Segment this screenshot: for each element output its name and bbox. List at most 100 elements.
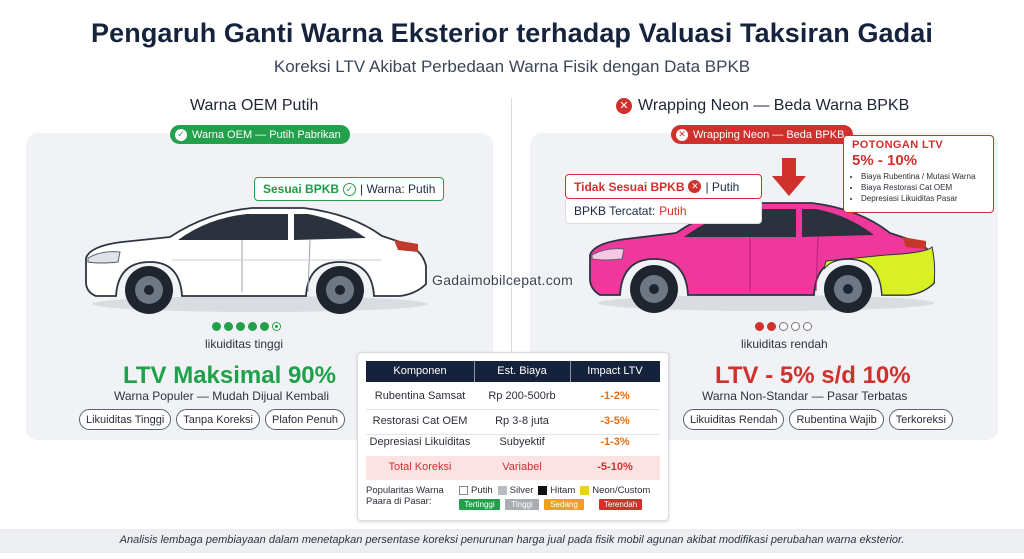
left-note: Warna Populer — Mudah Dijual Kembali [114,389,329,403]
color-legend: Putih Silver Hitam Neon/Custom [459,485,650,496]
ltv-cut-box: POTONGAN LTV 5% - 10% Biaya Rubentina / … [843,135,994,213]
right-note: Warna Non-Standar — Pasar Terbatas [702,389,908,403]
column-header: Komponen [393,365,447,377]
footer-caption: Analisis lembaga pembiayaan dalam meneta… [119,534,905,546]
page-title: Pengaruh Ganti Warna Eksterior terhadap … [91,18,933,48]
down-arrow-icon [772,158,806,196]
table-cell: Total Koreksi [388,461,452,473]
ltv-cut-item: Biaya Rubentina / Mutasi Warna [861,171,985,182]
legend-item-label: Neon/Custom [592,485,651,496]
legend-item: Silver [497,485,534,496]
table-cell: Variabel [502,461,542,473]
table-header: Komponen Est. Biaya Impact LTV [366,361,660,382]
table-total-row: Total Koreksi Variabel -5-10% [366,456,660,480]
ltv-cut-value: 5% - 10% [852,152,918,169]
white-sedan-illustration [85,207,428,314]
row-divider [366,409,660,410]
rating-dot [224,322,233,331]
rating-dot [260,322,269,331]
left-heading: Warna OEM Putih [190,97,319,114]
rating-dot [791,322,800,331]
rating-dot [755,322,764,331]
rating-dot [212,322,221,331]
oem-badge-label: Warna OEM — Putih Pabrikan [192,128,341,141]
table-cell: Rp 3-8 juta [495,415,549,427]
tag: Plafon Penuh [265,409,346,430]
bpkb-match-callout: Sesuai BPKB ✓ | Warna: Putih [254,177,445,201]
tag: Rubentina Wajib [789,409,884,430]
column-divider [570,361,571,382]
table-row: Rubentina Samsat Rp 200-500rb -1-2% [366,385,660,409]
left-ltv-headline: LTV Maksimal 90% [123,362,336,389]
table-cell: Rp 200-500rb [488,390,556,402]
popularity-badge: Tinggi [505,499,539,510]
bpkb-recorded-value: Putih [659,204,687,218]
watermark: Gadaimobilcepat.com [432,272,574,288]
neon-wrapped-sedan-illustration [589,202,936,313]
table-row: Restorasi Cat OEM Rp 3-8 juta -3-5% [366,410,660,434]
legend-item-label: Hitam [550,485,576,496]
table-cell: Depresiasi Likuiditas [369,436,471,448]
table-cell: Restorasi Cat OEM [372,415,468,427]
swatch-white [459,486,468,495]
rating-dot [767,322,776,331]
table-cell: Rubentina Samsat [374,390,466,402]
table-cell: -1-2% [600,390,630,402]
column-header: Est. Biaya [497,365,547,377]
tag: Tanpa Koreksi [176,409,260,430]
liquidity-rating-low [755,322,812,331]
bpkb-mismatch-status: Tidak Sesuai BPKB [574,179,685,194]
left-liquidity-label: likuiditas tinggi [205,337,284,351]
left-tags: Likuiditas Tinggi Tanpa Koreksi Plafon P… [79,409,346,430]
right-ltv-headline: LTV - 5% s/d 10% [715,362,911,389]
table-cell: -1-3% [600,436,630,448]
legend-item: Hitam [538,485,575,496]
row-divider [366,434,660,435]
rating-dot [803,322,812,331]
page-subtitle: Koreksi LTV Akibat Perbedaan Warna Fisik… [273,57,751,76]
right-heading-label: Wrapping Neon — Beda Warna BPKB [638,97,910,114]
column-divider [474,361,475,382]
bpkb-mismatch-callout: Tidak Sesuai BPKB ✕ | Putih [565,174,762,199]
ltv-cut-item: Biaya Restorasi Cat OEM [861,182,985,193]
oem-badge: ✓ Warna OEM — Putih Pabrikan [170,125,350,144]
check-circle-icon: ✓ [343,182,357,196]
rating-dot [236,322,245,331]
bpkb-match-status: Sesuai BPKB [263,182,340,196]
swatch-black [538,486,548,495]
tag: Terkoreksi [888,409,953,430]
rating-dot [248,322,257,331]
bpkb-recorded-callout: BPKB Tercatat: Putih [565,199,762,224]
close-icon: ✕ [688,180,702,193]
footer-bar: Analisis lembaga pembiayaan dalam meneta… [0,529,1024,553]
table-cell: -3-5% [600,415,630,427]
legend-label-line: Popularitas Warna [366,485,444,496]
tag: Likuiditas Tinggi [79,409,172,430]
table-cell: -5-10% [597,461,633,473]
rating-dot [272,322,281,331]
close-circle-icon: ✕ [616,98,632,114]
table-row: Depresiasi Likuiditas Subyektif -1-3% [366,431,660,455]
legend-item: Putih [459,485,493,496]
right-liquidity-label: likuiditas rendah [741,337,828,351]
right-tags: Likuiditas Rendah Rubentina Wajib Terkor… [683,409,953,430]
popularity-badge: Tertinggi [459,499,500,510]
swatch-silver [497,486,507,495]
liquidity-rating-high [212,322,281,331]
bpkb-mismatch-detail: | Putih [705,179,740,194]
close-icon: ✕ [676,128,688,141]
popularity-badge: Sedang [544,499,584,510]
bpkb-recorded-label: BPKB Tercatat: [574,204,656,218]
wrapping-badge-label: Wrapping Neon — Beda BPKB [693,128,845,141]
correction-table-card: Komponen Est. Biaya Impact LTV Rubentina… [357,352,669,521]
ltv-cut-item: Depresiasi Likuiditas Pasar [861,193,985,204]
ltv-cut-title: POTONGAN LTV [852,139,944,151]
ltv-cut-list: Biaya Rubentina / Mutasi Warna Biaya Res… [852,171,985,204]
right-heading: ✕ Wrapping Neon — Beda Warna BPKB [616,97,909,115]
legend-item-label: Silver [509,485,534,496]
popularity-badge: Terendah [599,499,642,510]
legend-label: Popularitas Warna Paara di Pasar: [366,485,444,507]
column-header: Impact LTV [587,365,643,377]
legend-label-line: Paara di Pasar: [366,496,432,507]
table-cell: Subyektif [499,436,545,448]
